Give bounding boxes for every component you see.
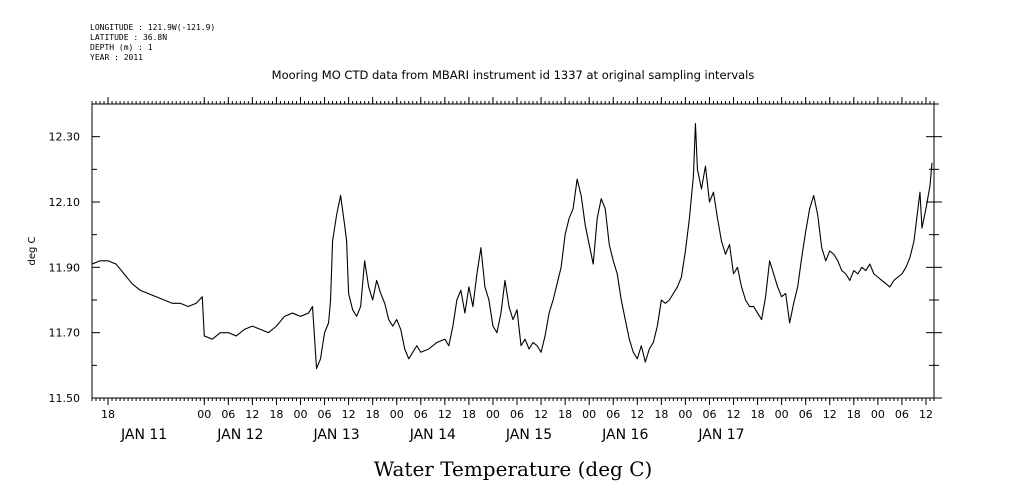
x-tick-label: 18 — [558, 408, 572, 421]
x-tick-label: 12 — [630, 408, 644, 421]
x-tick-label: 12 — [245, 408, 259, 421]
x-day-label: JAN 16 — [601, 427, 648, 443]
x-tick-label: 18 — [847, 408, 861, 421]
x-tick-label: 00 — [197, 408, 211, 421]
plot-frame — [91, 103, 935, 399]
y-tick-label: 11.70 — [49, 327, 81, 340]
series-group — [91, 123, 933, 370]
y-tick-label: 11.50 — [49, 392, 81, 405]
x-minor-ticks — [91, 101, 935, 401]
y-tick-labels: 11.50 11.70 11.90 12.10 12.30 — [49, 131, 81, 405]
y-tick-label: 12.10 — [49, 196, 81, 209]
x-tick-label: 06 — [414, 408, 428, 421]
x-tick-label: 06 — [799, 408, 813, 421]
x-tick-label: 00 — [486, 408, 500, 421]
x-day-label: JAN 11 — [120, 427, 167, 443]
x-tick-label: 06 — [606, 408, 620, 421]
x-tick-label: 18 — [269, 408, 283, 421]
x-tick-label: 00 — [871, 408, 885, 421]
x-tick-label: 12 — [438, 408, 452, 421]
x-tick-label: 00 — [582, 408, 596, 421]
x-tick-label: 18 — [654, 408, 668, 421]
x-tick-labels: 18 00 06 12 18 00 06 12 18 00 06 12 18 00 06 12 18 00 06 12… — [101, 408, 933, 421]
metadata-latitude: LATITUDE : 36.8N — [90, 33, 167, 42]
metadata-block: LONGITUDE : 121.9W(-121.9) LATITUDE : 36… — [90, 23, 215, 62]
x-tick-label: 06 — [318, 408, 332, 421]
x-tick-label: 12 — [919, 408, 933, 421]
x-day-labels: JAN 11 JAN 12 JAN 13 JAN 14 JAN 15 JAN 16 JAN … — [120, 427, 745, 443]
x-day-label: JAN 17 — [697, 427, 744, 443]
x-tick-label: 00 — [775, 408, 789, 421]
x-tick-label: 06 — [702, 408, 716, 421]
x-major-ticks — [107, 97, 927, 405]
y-axis-label: deg C — [27, 236, 38, 265]
metadata-year: YEAR : 2011 — [90, 53, 143, 62]
x-tick-label: 06 — [221, 408, 235, 421]
y-tick-label: 11.90 — [49, 261, 81, 274]
metadata-depth: DEPTH (m) : 1 — [90, 43, 153, 52]
x-day-label: JAN 14 — [409, 427, 456, 443]
x-tick-label: 00 — [390, 408, 404, 421]
x-tick-label: 18 — [101, 408, 115, 421]
x-tick-label: 00 — [678, 408, 692, 421]
y-tick-label: 12.30 — [49, 131, 81, 144]
x-tick-label: 12 — [727, 408, 741, 421]
chart-title: Mooring MO CTD data from MBARI instrumen… — [272, 68, 755, 82]
x-tick-label: 18 — [462, 408, 476, 421]
x-tick-label: 06 — [895, 408, 909, 421]
temperature-series-line — [91, 123, 933, 370]
metadata-longitude: LONGITUDE : 121.9W(-121.9) — [90, 23, 215, 32]
x-tick-label: 12 — [342, 408, 356, 421]
x-day-label: JAN 13 — [312, 427, 359, 443]
x-tick-label: 06 — [510, 408, 524, 421]
x-tick-label: 18 — [751, 408, 765, 421]
x-tick-label: 12 — [823, 408, 837, 421]
x-tick-label: 18 — [366, 408, 380, 421]
x-tick-label: 12 — [534, 408, 548, 421]
x-day-label: JAN 12 — [216, 427, 263, 443]
x-tick-label: 00 — [293, 408, 307, 421]
y-ticks — [92, 103, 942, 399]
x-day-label: JAN 15 — [505, 427, 552, 443]
x-axis-label: Water Temperature (deg C) — [374, 457, 653, 481]
